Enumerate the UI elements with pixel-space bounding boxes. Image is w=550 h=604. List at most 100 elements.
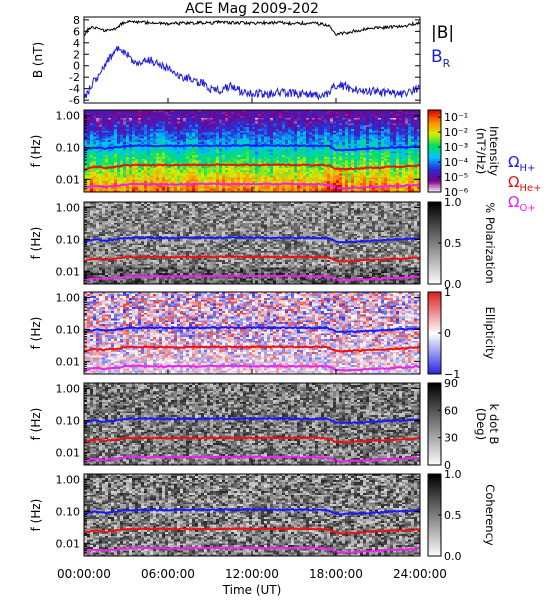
spectrogram-cell	[243, 149, 246, 151]
spectrogram-cell	[186, 168, 189, 170]
spectrogram-cell	[186, 153, 189, 155]
spectrogram-cell	[270, 116, 273, 118]
spectrogram-cell	[261, 168, 264, 170]
spectrogram-cell	[252, 117, 255, 119]
spectrogram-cell	[300, 134, 303, 136]
spectrogram-cell	[339, 145, 342, 147]
spectrogram-cell	[390, 112, 393, 114]
spectrogram-cell	[393, 131, 396, 133]
spectrogram-cell	[174, 151, 177, 153]
spectrogram-cell	[393, 181, 396, 183]
spectrogram-cell	[336, 175, 339, 177]
spectrogram-cell	[135, 136, 138, 138]
spectrogram-cell	[255, 172, 258, 174]
spectrogram-cell	[285, 127, 288, 129]
spectrogram-cell	[393, 136, 396, 138]
spectrogram-cell	[174, 112, 177, 114]
spectrogram-cell	[300, 172, 303, 174]
spectrogram-cell	[384, 153, 387, 155]
spectrogram-cell	[396, 177, 399, 179]
spectrogram-cell	[102, 177, 105, 179]
spectrogram-cell	[408, 186, 411, 188]
spectrogram-cell	[165, 123, 168, 125]
spectrogram-cell	[111, 142, 114, 144]
spectrogram-cell	[345, 175, 348, 177]
spectrogram-cell	[201, 173, 204, 175]
spectrogram-cell	[111, 164, 114, 166]
spectrogram-cell	[261, 114, 264, 116]
spectrogram-cell	[393, 140, 396, 142]
spectrogram-cell	[126, 125, 129, 127]
spectrogram-cell	[231, 158, 234, 160]
spectrogram-cell	[360, 175, 363, 177]
spectrogram-cell	[366, 179, 369, 181]
spectrogram-cell	[147, 131, 150, 133]
spectrogram-cell	[411, 151, 414, 153]
spectrogram-cell	[165, 125, 168, 127]
spectrogram-cell	[132, 175, 135, 177]
spectrogram-cell	[147, 147, 150, 149]
spectrogram-cell	[225, 125, 228, 127]
spectrogram-cell	[204, 157, 207, 159]
spectrogram-cell	[261, 134, 264, 136]
spectrogram-cell	[264, 129, 267, 131]
spectrogram-cell	[87, 127, 90, 129]
spectrogram-cell	[174, 129, 177, 131]
spectrogram-cell	[228, 132, 231, 134]
spectrogram-cell	[330, 155, 333, 157]
spectrogram-cell	[189, 188, 192, 190]
spectrogram-cell	[117, 116, 120, 118]
spectrogram-cell	[411, 114, 414, 116]
spectrogram-cell	[195, 186, 198, 188]
spectrogram-cell	[390, 158, 393, 160]
spectrogram-cell	[300, 175, 303, 177]
spectrogram-cell	[399, 160, 402, 162]
spectrogram-cell	[327, 117, 330, 119]
spectrogram-cell	[102, 188, 105, 190]
spectrogram-cell	[333, 179, 336, 181]
spectrogram-cell	[309, 129, 312, 131]
spectrogram-cell	[312, 162, 315, 164]
spectrogram-cell	[324, 147, 327, 149]
spectrogram-cell	[348, 179, 351, 181]
spectrogram-cell	[303, 177, 306, 179]
spectrogram-cell	[393, 116, 396, 118]
spectrogram-cell	[117, 181, 120, 183]
figure-title: ACE Mag 2009-202	[185, 1, 319, 17]
spectrogram-cell	[276, 138, 279, 140]
spectrogram-cell	[216, 166, 219, 168]
spectrogram-cell	[330, 125, 333, 127]
spectrogram-cell	[351, 116, 354, 118]
spectrogram-cell	[159, 160, 162, 162]
spectrogram-cell	[156, 138, 159, 140]
spectrogram-cell	[267, 119, 270, 121]
spectrogram-cell	[180, 123, 183, 125]
spectrogram-cell	[192, 142, 195, 144]
spectrogram-cell	[240, 151, 243, 153]
spectrogram-cell	[372, 179, 375, 181]
spectrogram-cell	[354, 179, 357, 181]
spectrogram-cell	[201, 168, 204, 170]
spectrogram-cell	[237, 173, 240, 175]
spectrogram-cell	[99, 138, 102, 140]
spectrogram-cell	[216, 160, 219, 162]
spectrogram-cell	[363, 114, 366, 116]
spectrogram-cell	[324, 160, 327, 162]
spectrogram-cell	[156, 123, 159, 125]
spectrogram-cell	[93, 183, 96, 185]
spectrogram-cell	[90, 164, 93, 166]
spectrogram-cell	[255, 123, 258, 125]
spectrogram-cell	[225, 119, 228, 121]
spectrogram-cell	[258, 175, 261, 177]
spectrogram-cell	[291, 132, 294, 134]
spectrogram-cell	[363, 177, 366, 179]
spectrogram-cell	[192, 114, 195, 116]
spectrogram-cell	[102, 121, 105, 123]
spectrogram-cell	[204, 114, 207, 116]
spectrogram-cell	[363, 132, 366, 134]
spectrogram-cell	[243, 138, 246, 140]
spectrogram-cell	[291, 131, 294, 133]
spectrogram-cell	[240, 114, 243, 116]
spectrogram-cell	[348, 121, 351, 123]
spectrogram-cell	[138, 157, 141, 159]
